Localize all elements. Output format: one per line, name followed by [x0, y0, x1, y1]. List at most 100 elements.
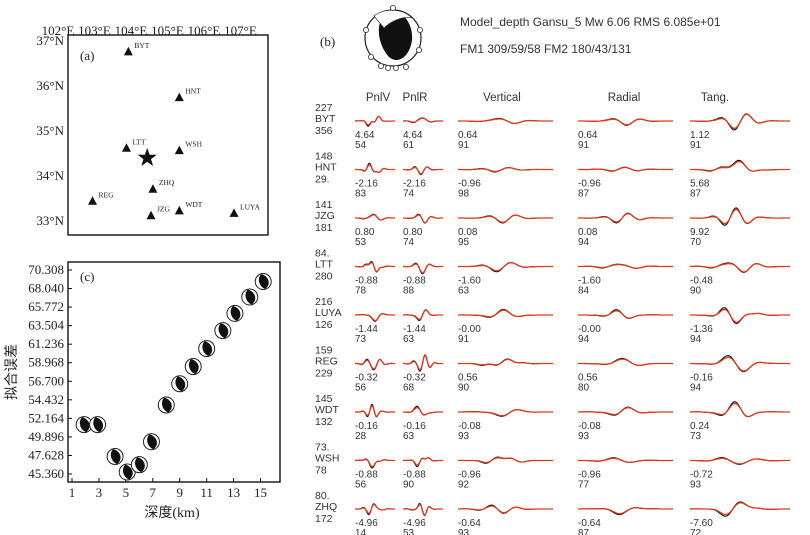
station-distance: 84. — [315, 248, 330, 260]
correlation-value: 56 — [355, 480, 367, 491]
y-tick-label: 58.968 — [28, 355, 64, 370]
station-name: JZG — [315, 210, 335, 222]
time-shift-value: -0.64 — [578, 518, 601, 529]
station-azimuth: 229 — [315, 368, 333, 380]
time-shift-value: -0.16 — [690, 373, 713, 384]
synthetic-waveform — [690, 402, 790, 418]
map-frame — [67, 34, 269, 236]
station-distance: 227 — [315, 102, 333, 114]
misfit-beachball-point — [157, 396, 175, 414]
correlation-value: 87 — [690, 189, 702, 200]
synthetic-waveform — [403, 309, 443, 321]
correlation-value: 70 — [690, 237, 702, 248]
station-code-label: JZG — [157, 205, 171, 214]
time-shift-value: -0.88 — [403, 470, 426, 481]
station-name: ZHQ — [315, 501, 337, 513]
x-tick-label: 3 — [96, 485, 103, 500]
time-shift-value: 0.56 — [578, 373, 598, 384]
correlation-value: 77 — [578, 480, 590, 491]
station-name: WSH — [315, 453, 340, 465]
synthetic-waveform — [690, 308, 790, 323]
y-tick-label: 49.896 — [28, 429, 64, 444]
correlation-value: 90 — [690, 286, 702, 297]
misfit-beachball-point — [226, 304, 244, 322]
station-azimuth: 132 — [315, 416, 333, 428]
station-distance: 73. — [315, 442, 330, 454]
time-shift-value: 0.80 — [355, 227, 375, 238]
station-distance: 141 — [315, 199, 333, 211]
waveform-column-header: Tang. — [701, 92, 729, 104]
synthetic-waveform — [578, 507, 673, 515]
x-axis-label: 深度(km) — [144, 505, 200, 521]
time-shift-value: 0.80 — [403, 227, 423, 238]
synthetic-waveform — [355, 405, 395, 418]
correlation-value: 78 — [355, 286, 367, 297]
station-code-label: LUYA — [240, 202, 261, 211]
time-shift-value: 0.24 — [690, 421, 710, 432]
misfit-beachball-point — [171, 375, 189, 393]
correlation-value: 63 — [403, 334, 415, 345]
station-distance: 145 — [315, 393, 333, 405]
synthetic-waveform — [578, 406, 673, 416]
synthetic-waveform — [458, 457, 553, 464]
synthetic-waveform — [458, 505, 553, 514]
time-shift-value: 0.64 — [578, 130, 598, 141]
synthetic-waveform — [355, 261, 395, 273]
y-tick-label: 47.628 — [28, 447, 64, 462]
correlation-value: 68 — [403, 383, 415, 394]
synthetic-waveform — [690, 502, 790, 516]
misfit-beachball-point — [254, 273, 272, 291]
time-shift-value: 0.56 — [458, 373, 478, 384]
station-azimuth: 356 — [315, 125, 333, 137]
chart-frame — [67, 261, 281, 483]
station-triangle-icon — [174, 145, 184, 155]
station-triangle-icon — [123, 46, 133, 56]
y-tick-label: 65.772 — [28, 299, 64, 314]
correlation-value: 94 — [578, 334, 590, 345]
station-code-label: LTT — [132, 137, 145, 146]
station-azimuth: 280 — [315, 271, 333, 283]
x-tick-label: 5 — [123, 485, 130, 500]
synthetic-waveform — [458, 358, 553, 366]
correlation-value: 80 — [578, 383, 590, 394]
synthetic-waveform — [458, 309, 553, 318]
synthetic-waveform — [403, 263, 443, 274]
time-shift-value: 0.08 — [458, 227, 478, 238]
correlation-value: 93 — [578, 431, 590, 442]
observed-waveform — [689, 262, 790, 273]
station-name: LUYA — [315, 307, 342, 319]
time-shift-value: -0.96 — [578, 470, 601, 481]
y-tick-label: 56.700 — [28, 373, 64, 388]
station-triangle-icon — [146, 210, 156, 220]
correlation-value: 93 — [458, 431, 470, 442]
epicenter-star-icon — [137, 147, 157, 166]
synthetic-waveform — [458, 167, 553, 173]
lon-tick-label: 105°E — [151, 23, 184, 38]
time-shift-value: -0.48 — [690, 276, 713, 287]
time-shift-value: -1.36 — [690, 324, 713, 335]
time-shift-value: -2.16 — [355, 179, 378, 190]
time-shift-value: -4.96 — [403, 518, 426, 529]
y-axis-label: 拟合误差 — [4, 344, 20, 400]
time-shift-value: -0.96 — [458, 179, 481, 190]
time-shift-value: -0.96 — [578, 179, 601, 190]
lon-tick-label: 102°E — [42, 23, 75, 38]
panel-b-label: (b) — [320, 34, 335, 49]
panel-a-map: (a) 102°E 103°E 104°E 105°E 106°E 107°E 37°N 3… — [36, 23, 269, 236]
correlation-value: 61 — [403, 140, 415, 151]
station-name: BYT — [315, 113, 336, 125]
synthetic-waveform — [458, 262, 553, 272]
time-shift-value: 0.08 — [578, 227, 598, 238]
misfit-beachball-point — [241, 288, 259, 306]
synthetic-waveform — [403, 406, 443, 416]
x-tick-label: 15 — [254, 485, 267, 500]
x-tick-label: 1 — [69, 485, 76, 500]
misfit-beachball-point — [198, 340, 216, 358]
correlation-value: 93 — [690, 480, 702, 491]
time-shift-value: -4.96 — [355, 518, 378, 529]
correlation-value: 74 — [403, 237, 415, 248]
station-azimuth: 181 — [315, 222, 333, 234]
station-triangle-icon — [174, 92, 184, 102]
station-name: WDT — [315, 404, 339, 416]
lon-tick-label: 106°E — [188, 23, 221, 38]
